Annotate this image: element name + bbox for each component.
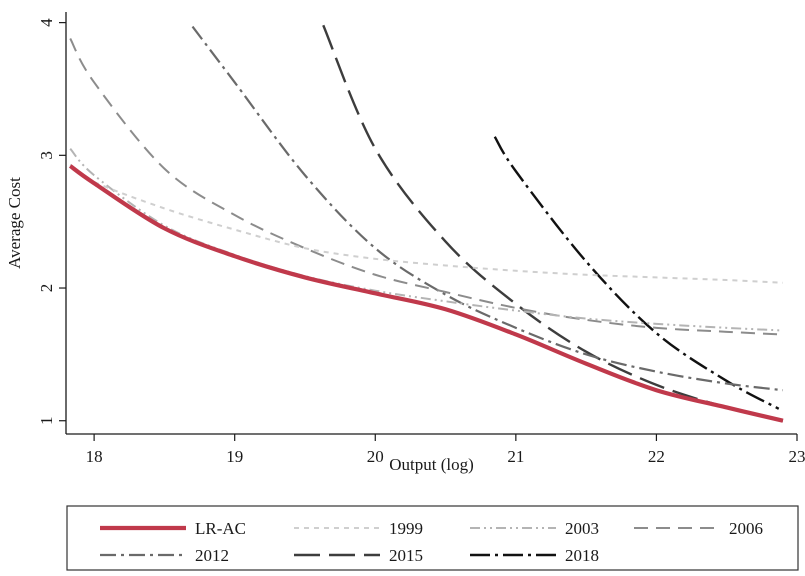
y-tick-label: 1 [37, 416, 56, 425]
x-tick-label: 23 [789, 447, 805, 466]
legend-label-2015: 2015 [389, 546, 423, 565]
series-layer [68, 24, 784, 423]
x-axis-label: Output (log) [389, 455, 474, 474]
y-tick-label: 2 [37, 284, 56, 293]
x-tick-label: 20 [367, 447, 384, 466]
legend-label-2003: 2003 [565, 519, 599, 538]
y-tick-label: 3 [37, 151, 56, 160]
series-line-2018 [493, 136, 780, 410]
y-axis-label: Average Cost [5, 177, 24, 269]
x-tick-label: 22 [648, 447, 665, 466]
x-tick-label: 21 [507, 447, 524, 466]
x-tick-label: 18 [86, 447, 103, 466]
x-tick-label: 19 [226, 447, 243, 466]
series-line-lr-ac [68, 164, 784, 423]
series-line-1999 [69, 163, 783, 284]
y-tick-label: 4 [37, 18, 56, 27]
legend-label-2012: 2012 [195, 546, 229, 565]
legend-label-1999: 1999 [389, 519, 423, 538]
series-line-2015 [322, 24, 784, 422]
legend-box [66, 505, 799, 571]
legend-label-lr-ac: LR-AC [195, 519, 246, 538]
legend-label-2006: 2006 [729, 519, 763, 538]
legend: LR-AC 1999 2003 2006 2012 2015 2018 [66, 505, 799, 571]
series-line-2006 [69, 38, 783, 336]
series-line-2003 [69, 148, 783, 332]
series-line-2012 [191, 25, 784, 392]
legend-label-2018: 2018 [565, 546, 599, 565]
